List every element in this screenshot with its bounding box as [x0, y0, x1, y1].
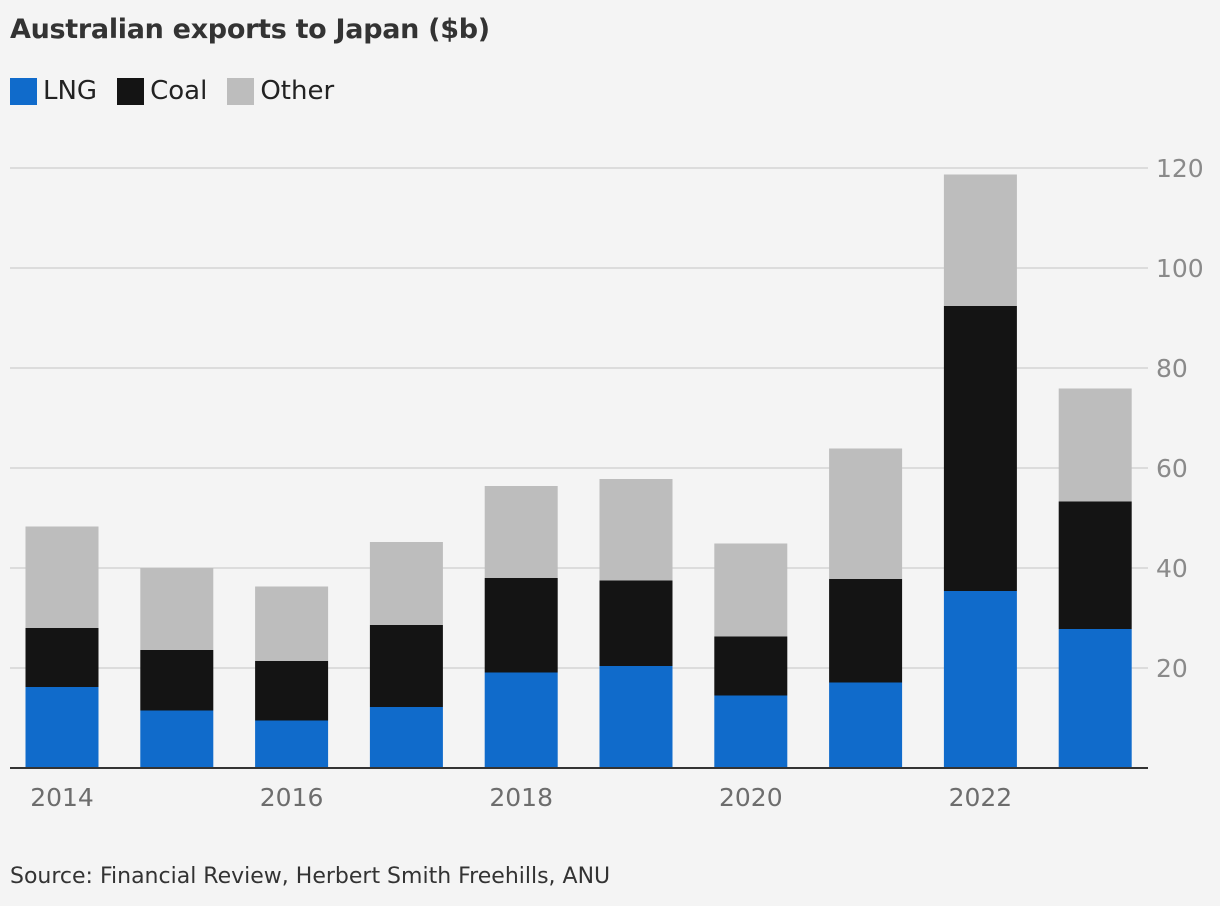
legend: LNG Coal Other — [10, 76, 354, 106]
bar-coal-2021 — [829, 579, 903, 683]
legend-swatch-coal — [117, 77, 145, 105]
bar-lng-2020 — [714, 695, 788, 768]
bar-coal-2023 — [1058, 501, 1132, 629]
bar-lng-2016 — [255, 720, 329, 768]
bar-other-2019 — [599, 479, 673, 581]
bar-other-2021 — [829, 448, 903, 579]
x-tick-label-2014: 2014 — [30, 783, 94, 812]
y-tick-label-100: 100 — [1156, 254, 1204, 283]
bar-coal-2016 — [255, 661, 329, 721]
bar-lng-2015 — [140, 710, 214, 768]
bar-other-2017 — [369, 542, 443, 625]
x-tick-label-2016: 2016 — [260, 783, 324, 812]
legend-item-lng: LNG — [10, 76, 97, 106]
bar-coal-2019 — [599, 580, 673, 666]
legend-label-lng: LNG — [43, 76, 98, 106]
bar-lng-2017 — [369, 707, 443, 768]
x-tick-label-2018: 2018 — [489, 783, 553, 812]
source-note: Source: Financial Review, Herbert Smith … — [10, 864, 611, 889]
bar-coal-2017 — [369, 625, 443, 707]
bar-other-2016 — [255, 586, 329, 661]
y-tick-label-20: 20 — [1156, 654, 1188, 683]
x-tick-label-2020: 2020 — [719, 783, 783, 812]
bar-other-2020 — [714, 543, 788, 637]
bar-lng-2023 — [1058, 629, 1132, 768]
y-tick-label-60: 60 — [1156, 454, 1188, 483]
bar-lng-2022 — [943, 591, 1017, 768]
y-tick-label-120: 120 — [1156, 154, 1204, 183]
bar-lng-2021 — [829, 682, 903, 768]
bar-coal-2015 — [140, 650, 214, 711]
x-tick-label-2022: 2022 — [949, 783, 1013, 812]
legend-item-coal: Coal — [117, 76, 207, 106]
legend-swatch-lng — [10, 77, 37, 105]
legend-label-other: Other — [260, 76, 335, 106]
y-tick-label-40: 40 — [1156, 554, 1188, 583]
bar-coal-2014 — [25, 628, 99, 687]
legend-swatch-other — [227, 77, 255, 105]
bar-other-2023 — [1058, 388, 1132, 502]
legend-item-other: Other — [227, 76, 334, 106]
bar-coal-2022 — [943, 306, 1017, 591]
y-tick-label-80: 80 — [1156, 354, 1188, 383]
bar-lng-2019 — [599, 666, 673, 768]
bar-lng-2014 — [25, 687, 99, 768]
bar-coal-2020 — [714, 636, 788, 696]
legend-label-coal: Coal — [150, 76, 208, 106]
bar-coal-2018 — [484, 578, 558, 673]
bar-other-2018 — [484, 486, 558, 578]
bar-lng-2018 — [484, 672, 558, 768]
chart-title: Australian exports to Japan ($b) — [10, 14, 490, 45]
bar-other-2015 — [140, 568, 214, 650]
bar-other-2022 — [943, 174, 1017, 306]
bar-other-2014 — [25, 526, 99, 628]
